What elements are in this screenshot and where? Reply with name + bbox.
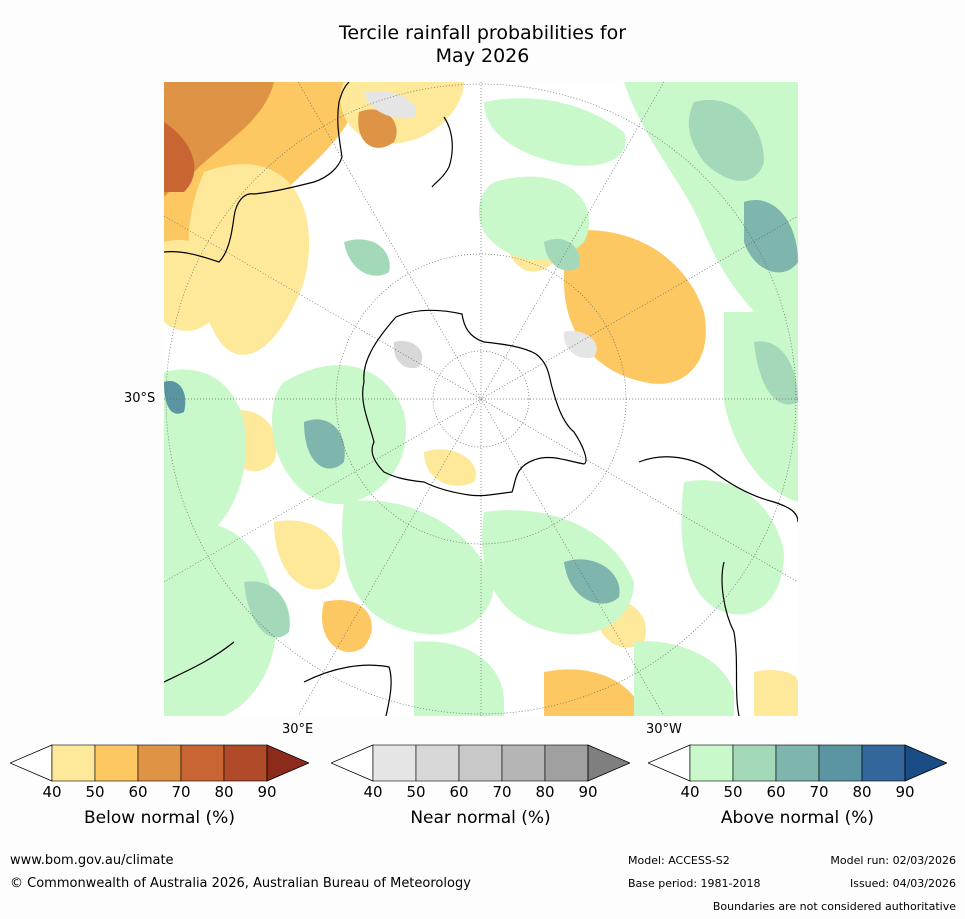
near-normal-tick: 50 xyxy=(406,783,426,801)
title-line-2: May 2026 xyxy=(435,45,530,67)
label-30s: 30°S xyxy=(124,391,156,406)
above-normal-colorbar-title: Above normal (%) xyxy=(720,808,875,828)
near-normal-swatch-3 xyxy=(458,744,503,782)
footer-model: Model: ACCESS-S2 xyxy=(628,854,730,867)
footer-model-run: Model run: 02/03/2026 xyxy=(830,854,956,867)
above-normal-regions xyxy=(164,82,798,716)
above-normal-tick: 50 xyxy=(723,783,743,801)
new-zealand-outline xyxy=(431,116,453,188)
above-normal-swatch-1 xyxy=(689,744,734,782)
above-normal-tick: 40 xyxy=(680,783,700,801)
label-30w: 30°W xyxy=(646,722,682,737)
above-normal-swatch-over xyxy=(904,744,947,782)
footer-issued: Issued: 04/03/2026 xyxy=(849,877,956,890)
near-normal-colorbar-swatches xyxy=(331,744,630,782)
australia-outline xyxy=(164,82,350,263)
near-normal-swatch-5 xyxy=(544,744,589,782)
graticule xyxy=(164,82,798,716)
below-normal-swatch-under xyxy=(10,744,53,782)
near-normal-swatch-1 xyxy=(372,744,417,782)
above-normal-tick: 60 xyxy=(766,783,786,801)
near-normal-tick: 70 xyxy=(492,783,512,801)
near-normal-colorbar: 40 50 60 70 80 90 Near normal (%) xyxy=(331,744,630,834)
label-30e: 30°E xyxy=(282,722,314,737)
below-normal-swatch-4 xyxy=(180,744,225,782)
near-normal-tick: 90 xyxy=(578,783,598,801)
above-normal-swatch-4 xyxy=(818,744,863,782)
below-normal-regions xyxy=(164,82,798,716)
above-normal-swatch-under xyxy=(648,744,691,782)
south-america-outline xyxy=(638,456,798,716)
below-normal-tick: 90 xyxy=(257,783,277,801)
below-normal-tick: 40 xyxy=(42,783,62,801)
near-normal-colorbar-title: Near normal (%) xyxy=(410,808,551,828)
below-normal-tick: 80 xyxy=(214,783,234,801)
below-normal-colorbar: 40 50 60 70 80 90 Below normal (%) xyxy=(10,744,309,834)
footer-url: www.bom.gov.au/climate xyxy=(10,853,174,868)
below-normal-tick: 60 xyxy=(128,783,148,801)
footer-disclaimer: Boundaries are not considered authoritat… xyxy=(712,900,956,913)
near-normal-swatch-2 xyxy=(415,744,460,782)
antarctica-outline xyxy=(362,309,587,497)
polar-map xyxy=(164,82,798,716)
below-normal-swatch-5 xyxy=(223,744,268,782)
near-normal-swatch-over xyxy=(587,744,630,782)
above-normal-swatch-2 xyxy=(732,744,777,782)
below-normal-swatch-over xyxy=(266,744,309,782)
chart-title: Tercile rainfall probabilities for May 2… xyxy=(0,22,965,68)
near-normal-tick: 40 xyxy=(363,783,383,801)
near-normal-tick: 60 xyxy=(449,783,469,801)
above-normal-tick: 70 xyxy=(809,783,829,801)
above-normal-swatch-3 xyxy=(775,744,820,782)
below-normal-tick: 70 xyxy=(171,783,191,801)
footer-base-period: Base period: 1981-2018 xyxy=(628,877,761,890)
title-line-1: Tercile rainfall probabilities for xyxy=(338,22,627,44)
coastlines xyxy=(164,82,798,716)
above-normal-colorbar-swatches xyxy=(648,744,947,782)
below-normal-colorbar-title: Below normal (%) xyxy=(84,808,235,828)
below-normal-swatch-1 xyxy=(51,744,96,782)
above-normal-swatch-5 xyxy=(861,744,906,782)
above-normal-colorbar: 40 50 60 70 80 90 Above normal (%) xyxy=(648,744,947,834)
near-normal-tick: 80 xyxy=(535,783,555,801)
below-normal-swatch-2 xyxy=(94,744,139,782)
near-normal-swatch-4 xyxy=(501,744,546,782)
above-normal-tick: 80 xyxy=(852,783,872,801)
below-normal-tick: 50 xyxy=(85,783,105,801)
below-normal-colorbar-swatches xyxy=(10,744,309,782)
above-normal-tick: 90 xyxy=(895,783,915,801)
footer-copyright: © Commonwealth of Australia 2026, Austra… xyxy=(10,876,471,891)
africa-outline xyxy=(164,641,392,716)
near-normal-swatch-under xyxy=(331,744,374,782)
below-normal-swatch-3 xyxy=(137,744,182,782)
